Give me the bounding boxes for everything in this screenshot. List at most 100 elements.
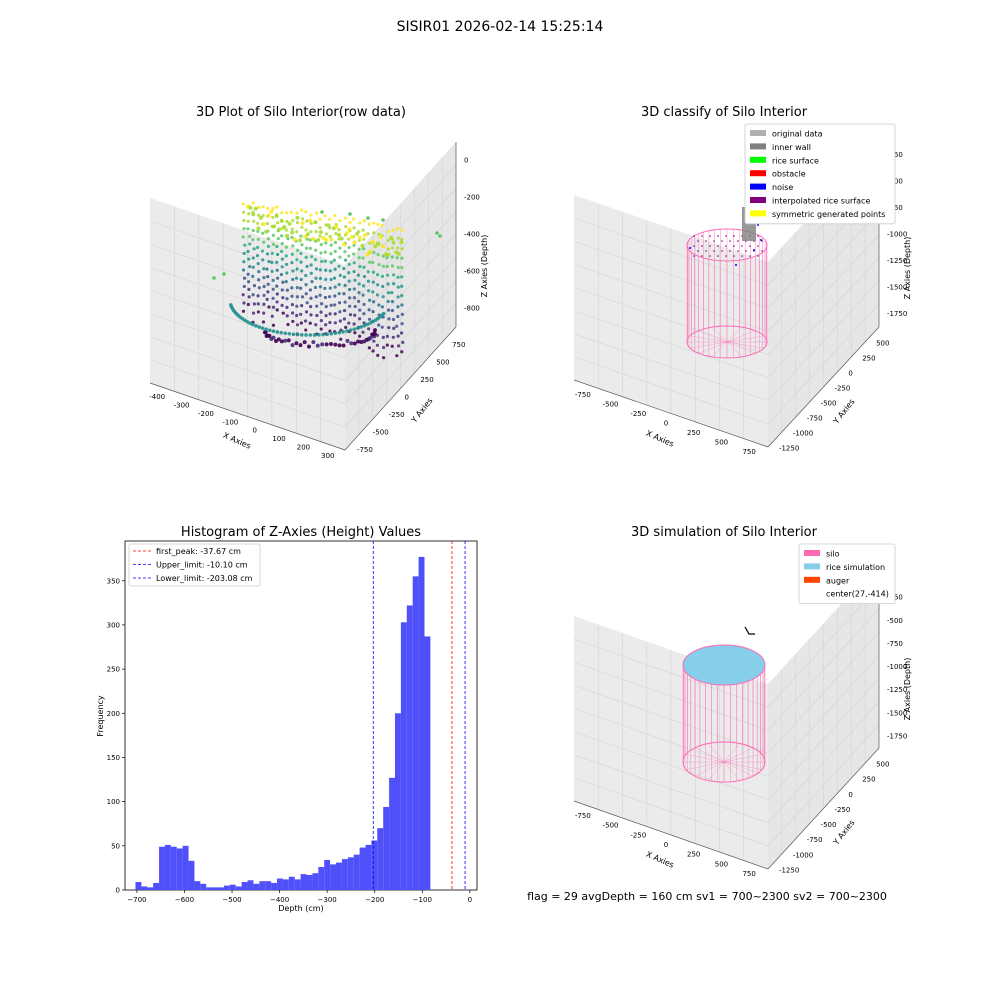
raw-data-point xyxy=(391,240,396,245)
raw-data-y-tick-label: 500 xyxy=(436,358,449,366)
classify-legend-swatch xyxy=(750,130,766,136)
raw-data-point xyxy=(284,245,288,249)
raw-data-point xyxy=(371,349,375,353)
raw-data-point xyxy=(266,213,271,218)
simulation-x-axis-line xyxy=(573,800,769,870)
classify-interpolated-point xyxy=(757,245,759,247)
raw-data-point xyxy=(373,244,378,249)
histogram-y-tick-label: 200 xyxy=(107,710,120,718)
raw-data-point xyxy=(370,239,375,244)
raw-data-point xyxy=(313,285,318,290)
classify-silo-bottom-spoke xyxy=(711,327,728,343)
raw-data-point xyxy=(362,312,366,316)
classify-gridline xyxy=(767,211,880,332)
raw-data-x-tick-label: -100 xyxy=(222,418,238,426)
raw-data-point xyxy=(342,275,347,279)
classify-interpolated-point xyxy=(717,235,719,237)
raw-data-x-tick-label: 100 xyxy=(272,435,285,443)
raw-data-point xyxy=(385,343,389,347)
histogram-bar xyxy=(330,864,337,890)
classify-noise-point xyxy=(735,264,737,266)
raw-data-point xyxy=(304,273,308,278)
histogram-bar xyxy=(153,882,160,890)
raw-data-point xyxy=(376,283,380,287)
classify-interpolated-point xyxy=(709,255,711,257)
raw-data-point xyxy=(362,321,366,325)
histogram-bar xyxy=(412,576,419,890)
raw-data-point xyxy=(356,273,361,277)
raw-data-point xyxy=(308,288,313,292)
raw-data-point xyxy=(311,340,316,345)
raw-data-point xyxy=(285,314,289,318)
raw-data-point xyxy=(266,237,270,241)
classify-x-tick-label: 250 xyxy=(687,429,700,437)
raw-data-point xyxy=(295,267,299,271)
histogram-x-tick-label: −400 xyxy=(270,896,289,904)
classify-interpolated-point xyxy=(693,245,695,247)
raw-data-point xyxy=(348,304,352,308)
raw-data-point xyxy=(304,282,308,287)
raw-data-point xyxy=(266,282,270,286)
raw-data-point xyxy=(292,237,297,242)
raw-data-point xyxy=(257,325,262,329)
raw-data-point xyxy=(248,234,252,239)
raw-data-point xyxy=(295,211,299,215)
raw-data-point xyxy=(334,231,338,236)
histogram-ticks: −700 −600 −500 −400 −300 −200 −100 0 0 50 100 150 20… xyxy=(107,577,472,904)
simulation-gridline xyxy=(767,585,880,708)
raw-data-point xyxy=(329,243,333,247)
raw-data-point xyxy=(355,231,360,236)
histogram-legend-label: Upper_limit: -10.10 cm xyxy=(156,561,248,570)
histogram-bar xyxy=(241,882,248,890)
raw-data-point xyxy=(400,228,404,232)
raw-data-point xyxy=(401,340,405,344)
raw-data-point xyxy=(371,260,375,264)
raw-data-x-tick-label: -300 xyxy=(174,402,190,410)
histogram-bar xyxy=(194,881,201,890)
raw-data-point xyxy=(303,319,308,323)
raw-data-point xyxy=(279,272,284,277)
raw-data-point xyxy=(290,343,295,348)
raw-data-point xyxy=(352,226,356,230)
classify-interpolated-point xyxy=(733,245,735,247)
raw-data-point xyxy=(338,310,342,314)
histogram-bar xyxy=(306,874,313,890)
raw-data-point xyxy=(281,296,285,300)
raw-data-point xyxy=(328,312,332,316)
raw-data-point xyxy=(324,237,328,242)
raw-data-point xyxy=(400,284,404,288)
raw-data-point xyxy=(371,290,375,294)
raw-data-point xyxy=(255,253,260,258)
histogram-bar xyxy=(377,828,384,890)
raw-data-point xyxy=(262,302,266,306)
raw-data-point xyxy=(342,266,346,271)
raw-data-point xyxy=(385,264,389,269)
raw-data-point xyxy=(352,240,357,245)
raw-data-point xyxy=(256,237,260,242)
raw-data-point xyxy=(275,268,279,272)
raw-data-point xyxy=(339,236,344,241)
raw-data-point xyxy=(257,213,261,217)
classify-interpolated-point xyxy=(709,245,711,247)
raw-data-point xyxy=(343,216,348,220)
raw-data-outlier-point xyxy=(435,231,439,235)
raw-data-point xyxy=(323,259,327,263)
raw-data-point xyxy=(345,329,349,333)
raw-data-point xyxy=(323,286,327,291)
raw-data-point xyxy=(324,342,329,347)
raw-data-point xyxy=(253,206,258,211)
raw-data-point xyxy=(325,332,329,336)
raw-data-point xyxy=(380,305,384,309)
raw-data-point xyxy=(333,342,338,347)
raw-data-point xyxy=(270,251,274,255)
raw-data-point xyxy=(400,265,404,270)
raw-data-point xyxy=(248,242,252,246)
raw-data-point xyxy=(315,304,319,308)
raw-data-point xyxy=(395,354,399,358)
raw-data-point xyxy=(337,343,342,348)
simulation-silo-wireframe xyxy=(682,626,766,783)
raw-data-point xyxy=(246,302,250,307)
simulation-silo-bottom-spoke xyxy=(694,761,725,777)
histogram-bar xyxy=(164,844,171,890)
